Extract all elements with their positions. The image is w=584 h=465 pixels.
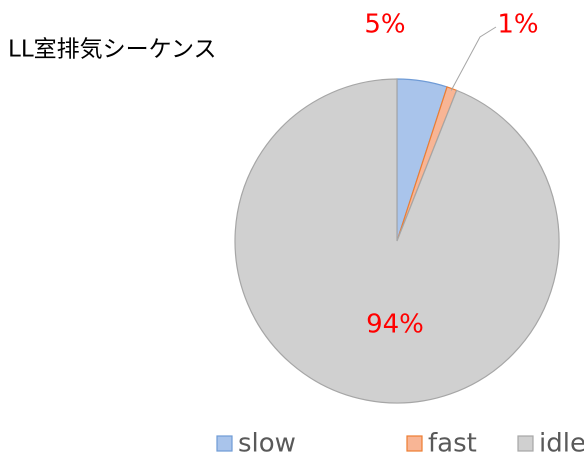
pie-slice xyxy=(234,78,560,404)
legend-swatch xyxy=(216,435,233,452)
legend-label: slow xyxy=(238,429,296,459)
data-label: 94% xyxy=(366,310,424,340)
data-label: 5% xyxy=(364,10,405,40)
data-label: 1% xyxy=(497,10,538,40)
chart-title: LL室排気シーケンス xyxy=(8,37,216,63)
legend-swatch xyxy=(517,435,534,452)
legend-swatch xyxy=(406,435,423,452)
leader-line xyxy=(450,26,497,91)
legend-label: idle xyxy=(539,429,584,459)
legend-label: fast xyxy=(428,429,477,459)
